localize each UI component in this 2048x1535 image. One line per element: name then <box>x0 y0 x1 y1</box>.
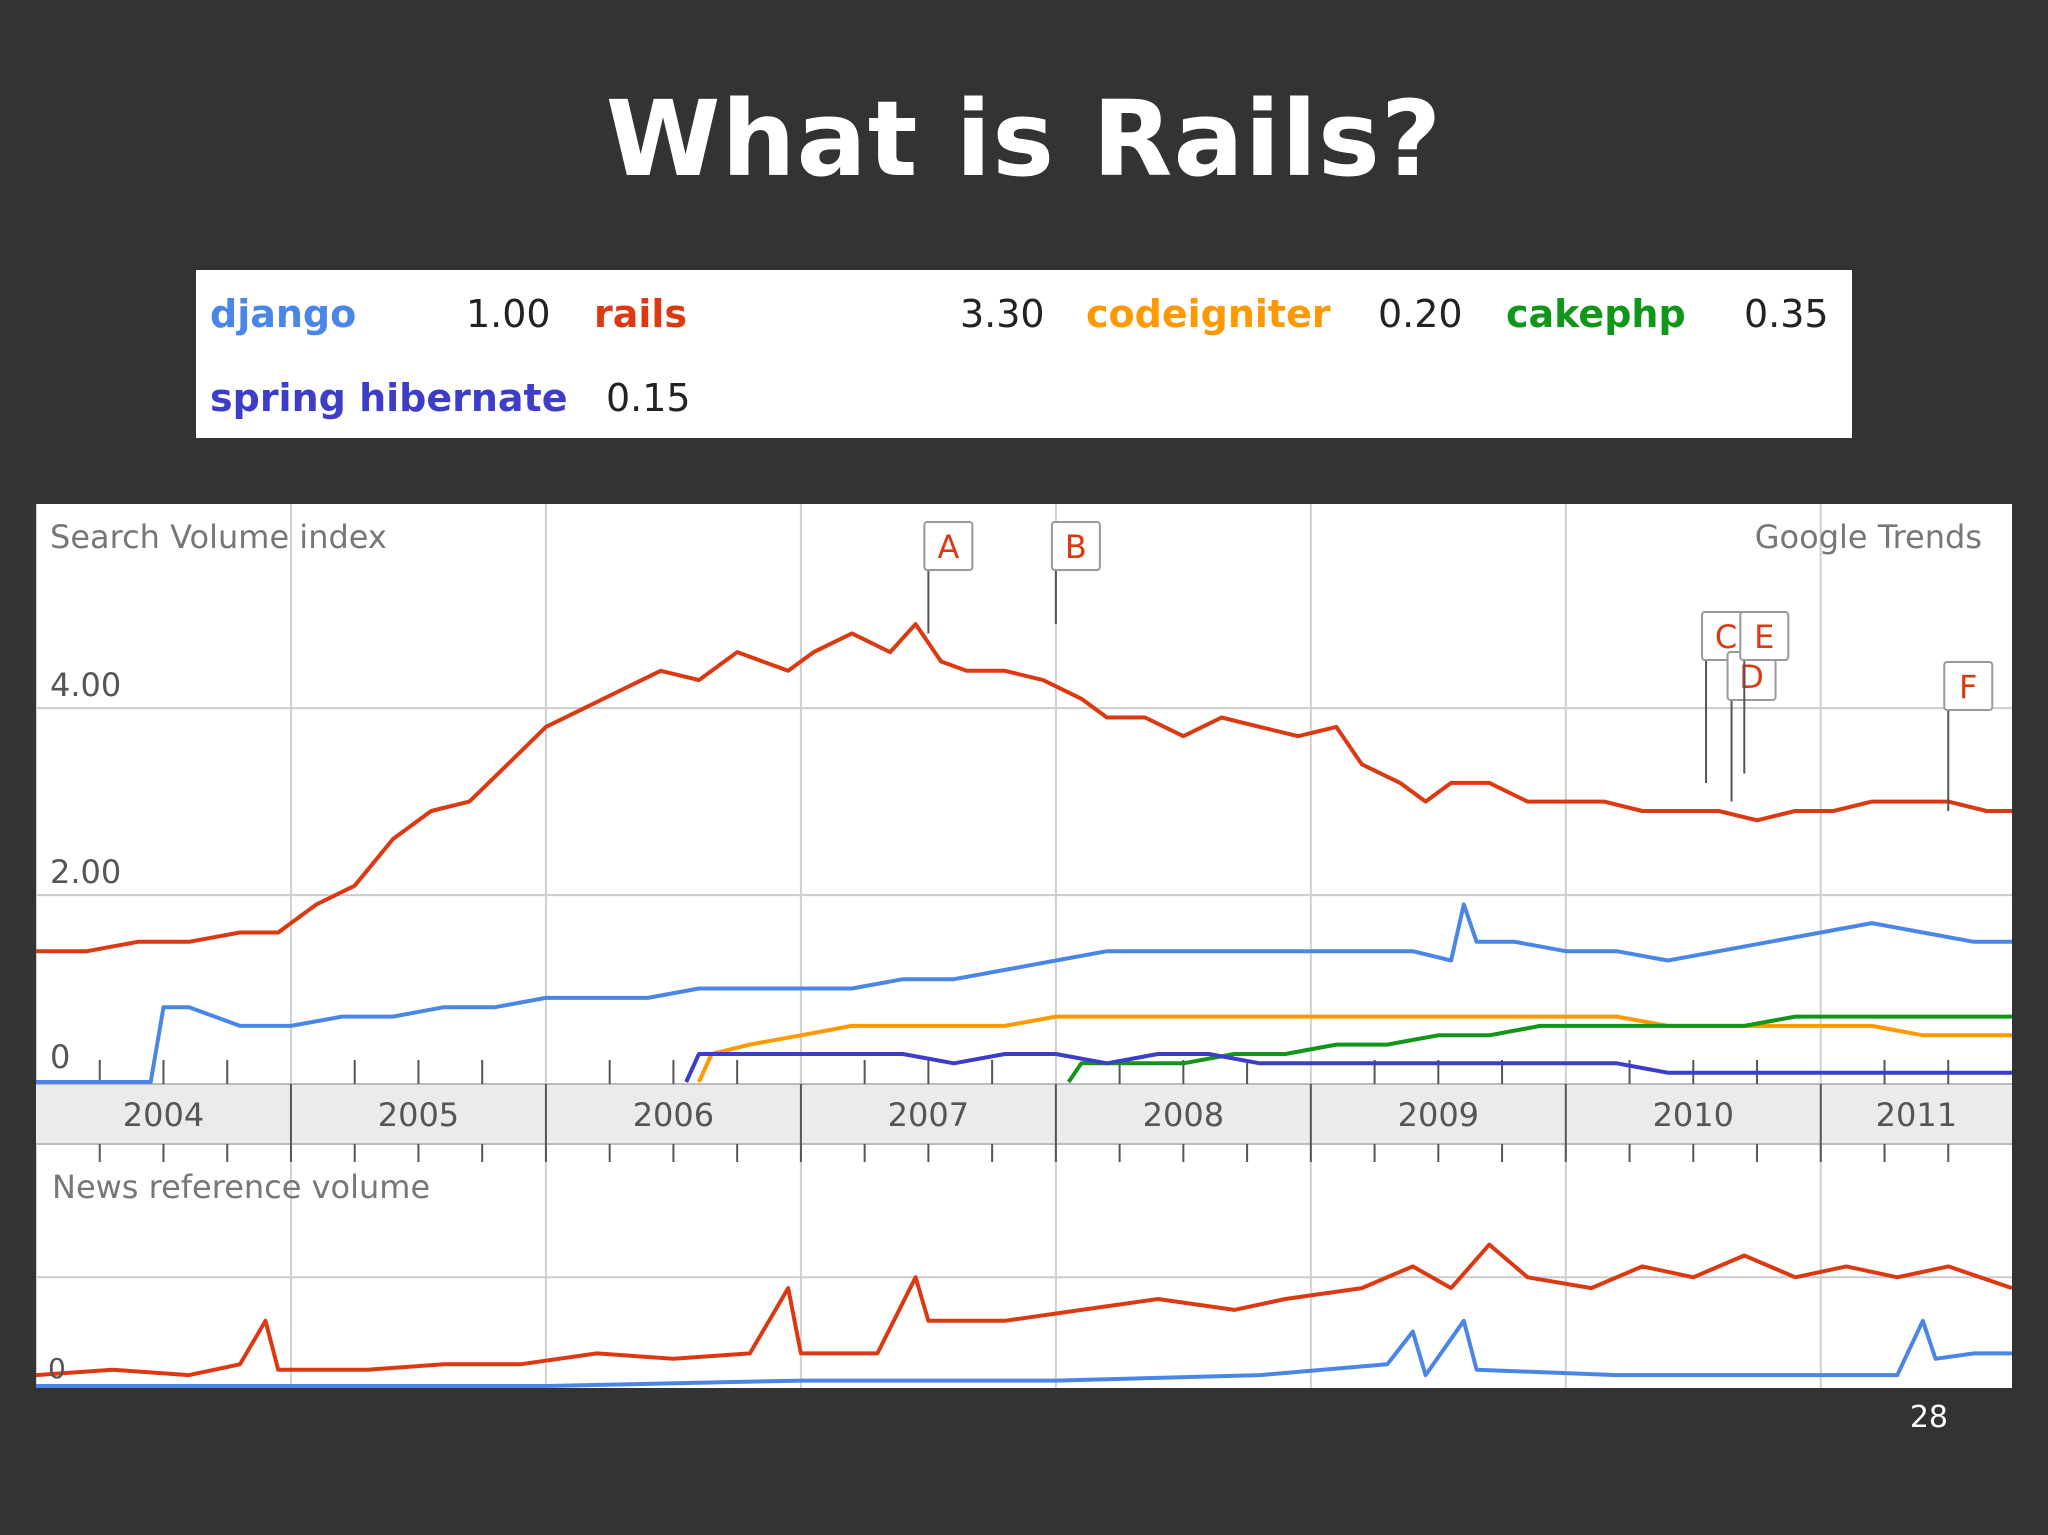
annotation-flag[interactable] <box>923 521 974 571</box>
x-axis-band <box>36 1084 2012 1144</box>
x-tick-label: 2005 <box>378 1096 459 1134</box>
legend-value-codeigniter: 0.20 <box>1378 292 1463 336</box>
news-y-tick-label: 0 <box>48 1352 66 1385</box>
legend-name-rails: rails <box>594 292 688 336</box>
x-tick-label: 2010 <box>1653 1096 1734 1134</box>
search-line-rails <box>36 622 2012 954</box>
legend-value-cakephp: 0.35 <box>1744 292 1829 336</box>
search-line-spring-hibernate <box>684 1052 2012 1083</box>
search-line-codeigniter <box>697 1014 2012 1083</box>
y-tick-label: 2.00 <box>50 853 121 891</box>
x-tick-label: 2006 <box>633 1096 714 1134</box>
annotation-label: B <box>1065 528 1087 566</box>
google-trends-label: Google Trends <box>1755 518 1982 556</box>
legend-name-django: django <box>210 292 357 336</box>
annotation-label: C <box>1715 618 1737 656</box>
annotation-label: D <box>1739 658 1764 696</box>
annotation-flag[interactable] <box>1739 611 1790 661</box>
search-line-cakephp <box>1066 1014 2012 1084</box>
legend-value-rails: 3.30 <box>960 292 1045 336</box>
legend-value-spring-hibernate: 0.15 <box>606 376 691 420</box>
annotation-label: F <box>1959 668 1977 706</box>
trends-chart-svg: A B CDE F Search Volume index Google Trends… <box>35 504 2013 1388</box>
y-tick-label: 0 <box>50 1038 70 1076</box>
legend-value-django: 1.00 <box>466 292 551 336</box>
chart-background <box>36 504 2012 1388</box>
x-tick-label: 2011 <box>1876 1096 1957 1134</box>
y-tick-label: 4.00 <box>50 666 121 704</box>
x-tick-label: 2007 <box>888 1096 969 1134</box>
search-line-django <box>36 902 2012 1084</box>
chart-legend: django 1.00 rails 3.30 codeigniter 0.20 … <box>196 270 1852 438</box>
slide-title: What is Rails? <box>605 78 1443 200</box>
news-line-django <box>36 1318 2012 1388</box>
legend-name-cakephp: cakephp <box>1506 292 1686 336</box>
annotation-flag[interactable] <box>1943 661 1994 711</box>
news-panel-title: News reference volume <box>52 1168 430 1206</box>
annotation-flag[interactable] <box>1050 521 1101 571</box>
x-tick-label: 2004 <box>123 1096 204 1134</box>
legend-name-spring-hibernate: spring hibernate <box>210 376 568 420</box>
page-number: 28 <box>1909 1400 1948 1435</box>
x-tick-label: 2008 <box>1143 1096 1224 1134</box>
annotation-label: A <box>937 528 959 566</box>
news-line-rails <box>35 1242 2013 1378</box>
annotation-label: E <box>1754 618 1774 656</box>
x-tick-label: 2009 <box>1398 1096 1479 1134</box>
search-panel-title: Search Volume index <box>50 518 387 556</box>
legend-name-codeigniter: codeigniter <box>1086 292 1331 336</box>
